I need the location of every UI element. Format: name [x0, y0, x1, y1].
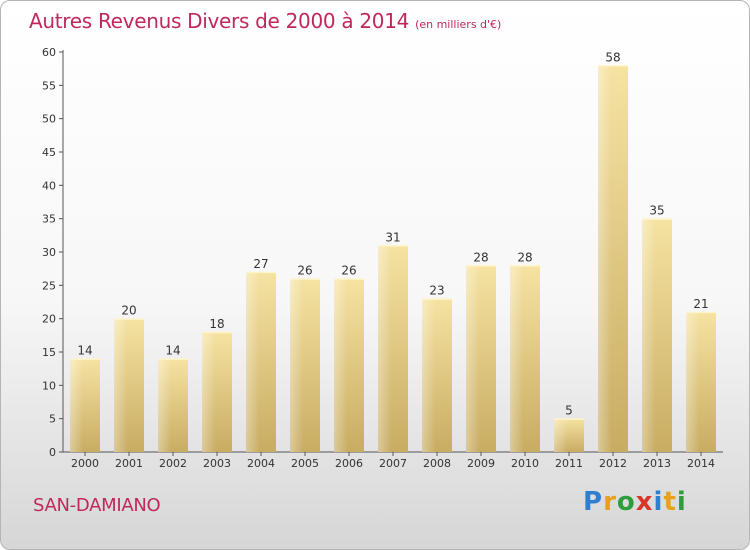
- bar-highlight: [510, 265, 524, 452]
- y-tick-label: 30: [42, 246, 56, 259]
- y-tick-label: 25: [42, 279, 56, 292]
- place-label: SAN-DAMIANO: [33, 495, 161, 516]
- data-label: 23: [429, 284, 444, 298]
- y-tick-label: 45: [42, 146, 56, 159]
- bar-highlight: [642, 218, 656, 452]
- y-tick-label: 10: [42, 379, 56, 392]
- logo-letter: r: [603, 487, 617, 517]
- x-tick-label: 2005: [291, 457, 319, 470]
- chart-subtitle: (en milliers d'€): [415, 18, 502, 31]
- bar-highlight: [422, 298, 436, 452]
- bar-highlight: [158, 358, 172, 452]
- y-tick-label: 5: [49, 413, 56, 426]
- x-tick-label: 2011: [555, 457, 583, 470]
- x-tick-label: 2002: [159, 457, 187, 470]
- y-tick-label: 50: [42, 113, 56, 126]
- x-tick-label: 2006: [335, 457, 363, 470]
- bar-highlight: [70, 358, 84, 452]
- bar-highlight: [378, 245, 392, 452]
- x-tick-label: 2000: [71, 457, 99, 470]
- logo-letter: x: [635, 487, 654, 517]
- logo-letter: i: [676, 487, 687, 517]
- chart-title-block: Autres Revenus Divers de 2000 à 2014 (en …: [29, 9, 501, 33]
- data-label: 5: [565, 404, 573, 418]
- bar-highlight: [466, 265, 480, 452]
- x-tick-label: 2004: [247, 457, 275, 470]
- data-label: 31: [385, 230, 400, 244]
- data-label: 28: [517, 250, 532, 264]
- y-tick-label: 0: [49, 446, 56, 459]
- bar-highlight: [554, 418, 568, 452]
- x-tick-label: 2010: [511, 457, 539, 470]
- y-tick-label: 15: [42, 346, 56, 359]
- bar-highlight: [114, 318, 128, 452]
- x-tick-label: 2013: [643, 457, 671, 470]
- bar-highlight: [686, 312, 700, 452]
- data-label: 26: [341, 264, 356, 278]
- x-tick-label: 2014: [687, 457, 715, 470]
- data-label: 26: [297, 264, 312, 278]
- bar-highlight: [290, 278, 304, 452]
- logo-letter: o: [616, 487, 636, 517]
- x-tick-label: 2012: [599, 457, 627, 470]
- logo-letter: t: [663, 487, 677, 517]
- bar-highlight: [246, 272, 260, 452]
- x-tick-label: 2003: [203, 457, 231, 470]
- data-label: 27: [253, 257, 268, 271]
- bar-highlight: [334, 278, 348, 452]
- data-label: 21: [693, 297, 708, 311]
- data-label: 20: [121, 304, 136, 318]
- x-tick-label: 2009: [467, 457, 495, 470]
- proxiti-logo: Proxiti: [583, 487, 687, 517]
- data-label: 14: [165, 344, 180, 358]
- y-tick-label: 35: [42, 213, 56, 226]
- data-label: 18: [209, 317, 224, 331]
- y-tick-label: 20: [42, 313, 56, 326]
- data-label: 14: [77, 344, 92, 358]
- logo-letter: P: [583, 487, 604, 517]
- logo-letter: i: [653, 487, 664, 517]
- data-label: 28: [473, 250, 488, 264]
- data-label: 35: [649, 204, 664, 218]
- y-tick-label: 40: [42, 179, 56, 192]
- chart-title: Autres Revenus Divers de 2000 à 2014: [29, 9, 410, 33]
- x-tick-label: 2008: [423, 457, 451, 470]
- x-tick-label: 2001: [115, 457, 143, 470]
- data-label: 58: [605, 50, 620, 64]
- y-tick-label: 60: [42, 46, 56, 59]
- bar-highlight: [202, 332, 216, 452]
- y-tick-label: 55: [42, 79, 56, 92]
- x-tick-label: 2007: [379, 457, 407, 470]
- bar-highlight: [598, 65, 612, 452]
